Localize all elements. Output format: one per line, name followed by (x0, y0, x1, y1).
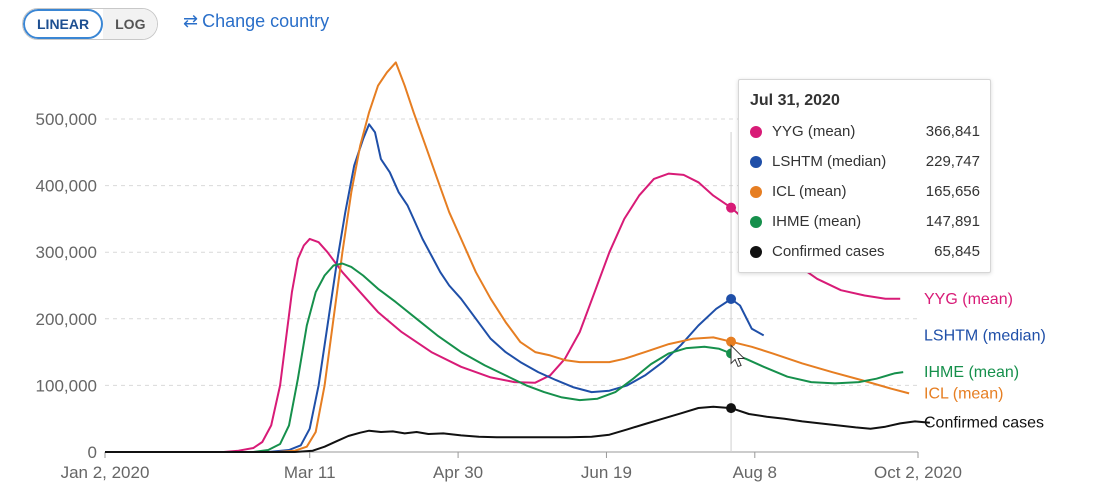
x-tick-label: Mar 11 (284, 463, 336, 482)
change-country-link[interactable]: ⇄ Change country (183, 11, 329, 32)
series-end-label-1: LSHTM (median) (924, 327, 1046, 344)
tooltip-date: Jul 31, 2020 (750, 92, 840, 109)
x-tick-label: Jan 2, 2020 (61, 463, 150, 482)
change-country-label: Change country (202, 11, 330, 31)
series-line-3 (253, 262, 904, 453)
tooltip-name-ihme: IHME (mean) (772, 213, 862, 230)
swap-arrows-icon: ⇄ (183, 11, 199, 31)
tooltip-dot-ihme (750, 216, 762, 228)
x-tick-label: Oct 2, 2020 (874, 463, 962, 482)
y-tick-label: 100,000 (36, 376, 97, 395)
tooltip-value-lshtm: 229,747 (925, 153, 980, 170)
tooltip-name-lshtm: LSHTM (median) (772, 153, 887, 170)
log-scale-button[interactable]: LOG (103, 9, 158, 39)
y-tick-label: 300,000 (36, 243, 97, 262)
series-end-label-3: ICL (mean) (924, 385, 1003, 402)
tooltip-row-confirmed: Confirmed cases 65,845 (750, 242, 980, 262)
hover-tooltip: Jul 31, 2020 YYG (mean) 366,841 LSHTM (m… (738, 79, 991, 273)
tooltip-value-ihme: 147,891 (925, 213, 980, 230)
tooltip-dot-yyg (750, 126, 762, 138)
tooltip-name-confirmed: Confirmed cases (772, 243, 885, 260)
tooltip-dot-icl (750, 186, 762, 198)
tooltip-row-lshtm: LSHTM (median) 229,747 (750, 152, 980, 172)
x-tick-label: Apr 30 (433, 463, 483, 482)
series-end-label-4: Confirmed cases (924, 415, 1044, 432)
hover-point-0 (726, 202, 737, 213)
tooltip-row-yyg: YYG (mean) 366,841 (750, 122, 980, 142)
hover-point-4 (726, 403, 737, 414)
linear-scale-button[interactable]: LINEAR (23, 9, 104, 39)
tooltip-value-confirmed: 65,845 (934, 243, 980, 260)
x-tick-label: Jun 19 (581, 463, 632, 482)
hover-point-2 (726, 336, 737, 347)
tooltip-value-icl: 165,656 (925, 183, 980, 200)
tooltip-name-yyg: YYG (mean) (772, 123, 856, 140)
y-tick-label: 400,000 (36, 177, 97, 196)
hover-point-1 (726, 293, 737, 304)
tooltip-dot-lshtm (750, 156, 762, 168)
tooltip-row-ihme: IHME (mean) 147,891 (750, 212, 980, 232)
x-tick-label: Aug 8 (733, 463, 777, 482)
series-line-4 (105, 405, 930, 453)
tooltip-value-yyg: 366,841 (925, 123, 980, 140)
series-end-label-0: YYG (mean) (924, 291, 1013, 308)
scale-toggle: LINEAR LOG (22, 8, 159, 40)
y-tick-label: 0 (88, 443, 97, 462)
tooltip-dot-confirmed (750, 246, 762, 258)
tooltip-name-icl: ICL (mean) (772, 183, 847, 200)
y-tick-label: 500,000 (36, 110, 97, 129)
y-tick-label: 200,000 (36, 310, 97, 329)
mouse-cursor-icon (730, 344, 746, 368)
tooltip-row-icl: ICL (mean) 165,656 (750, 182, 980, 202)
series-end-label-2: IHME (mean) (924, 364, 1019, 381)
series-line-1 (268, 123, 765, 453)
